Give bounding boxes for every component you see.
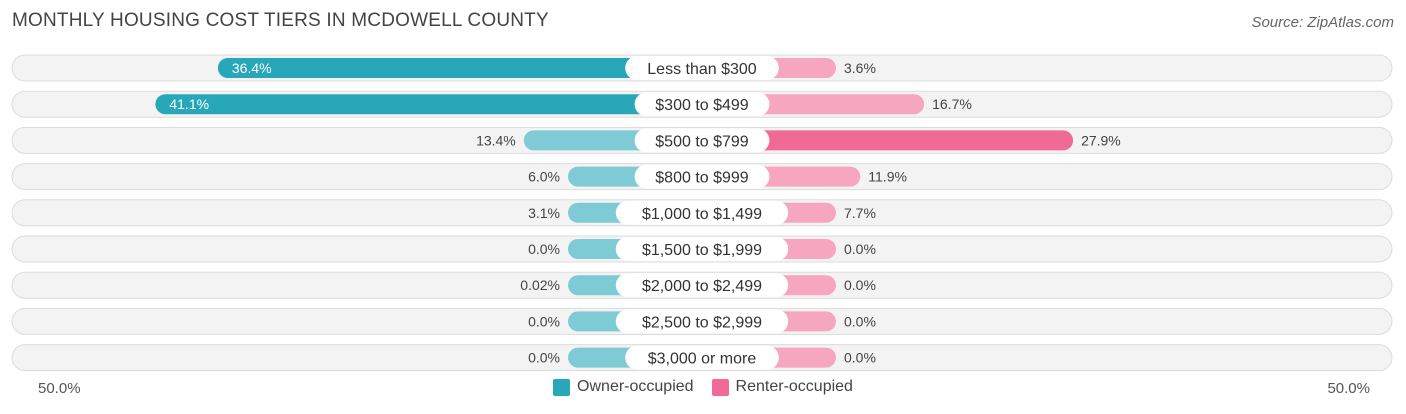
legend-label-owner: Owner-occupied <box>577 378 694 395</box>
owner-value-label: 41.1% <box>169 96 209 112</box>
chart-title: MONTHLY HOUSING COST TIERS IN MCDOWELL C… <box>12 10 549 31</box>
category-label-bg <box>634 128 770 153</box>
axis-label-left: 50.0% <box>38 380 81 397</box>
owner-value-label: 3.1% <box>528 205 560 221</box>
category-label: Less than $300 <box>647 61 757 78</box>
renter-value-label: 0.0% <box>844 313 876 329</box>
category-label: $3,000 or more <box>648 351 757 368</box>
category-label: $2,500 to $2,999 <box>642 314 762 331</box>
owner-value-label: 13.4% <box>476 132 516 148</box>
renter-value-label: 27.9% <box>1081 132 1121 148</box>
axis-label-right: 50.0% <box>1327 380 1370 397</box>
category-label-bg <box>634 164 770 189</box>
category-label: $500 to $799 <box>655 133 749 150</box>
category-label: $1,500 to $1,999 <box>642 242 762 259</box>
legend-swatch-owner <box>553 378 571 396</box>
renter-value-label: 3.6% <box>844 60 876 76</box>
owner-value-label: 6.0% <box>528 169 560 185</box>
chart-source: Source: ZipAtlas.com <box>1251 14 1394 31</box>
legend-item-owner: Owner-occupied <box>553 378 694 396</box>
legend-label-renter: Renter-occupied <box>735 378 853 395</box>
owner-bar <box>155 94 702 115</box>
category-label-bg <box>615 200 789 225</box>
renter-bar <box>702 130 1074 151</box>
owner-value-label: 0.0% <box>528 313 560 329</box>
category-label-bg <box>625 56 779 80</box>
category-label: $1,000 to $1,499 <box>642 206 762 223</box>
category-label-bg <box>615 273 789 298</box>
renter-value-label: 11.9% <box>868 169 907 185</box>
category-label: $2,000 to $2,499 <box>642 278 762 295</box>
owner-bar <box>217 58 702 78</box>
category-label-bg <box>615 237 789 261</box>
owner-value-label: 36.4% <box>232 60 272 76</box>
legend-item-renter: Renter-occupied <box>711 378 853 396</box>
owner-value-label: 0.0% <box>528 350 560 366</box>
category-label-bg <box>615 309 789 334</box>
legend: Owner-occupied Renter-occupied <box>0 378 1406 396</box>
category-label: $800 to $999 <box>655 170 749 187</box>
category-label: $300 to $499 <box>655 97 749 114</box>
renter-value-label: 7.7% <box>844 205 876 221</box>
legend-swatch-renter <box>711 378 729 396</box>
owner-value-label: 0.0% <box>528 241 560 257</box>
renter-value-label: 0.0% <box>844 241 876 257</box>
category-label-bg <box>625 345 779 370</box>
category-label-bg <box>634 92 770 117</box>
renter-value-label: 16.7% <box>932 96 972 112</box>
renter-value-label: 0.0% <box>844 277 876 293</box>
renter-value-label: 0.0% <box>844 350 876 366</box>
owner-value-label: 0.02% <box>520 277 560 293</box>
